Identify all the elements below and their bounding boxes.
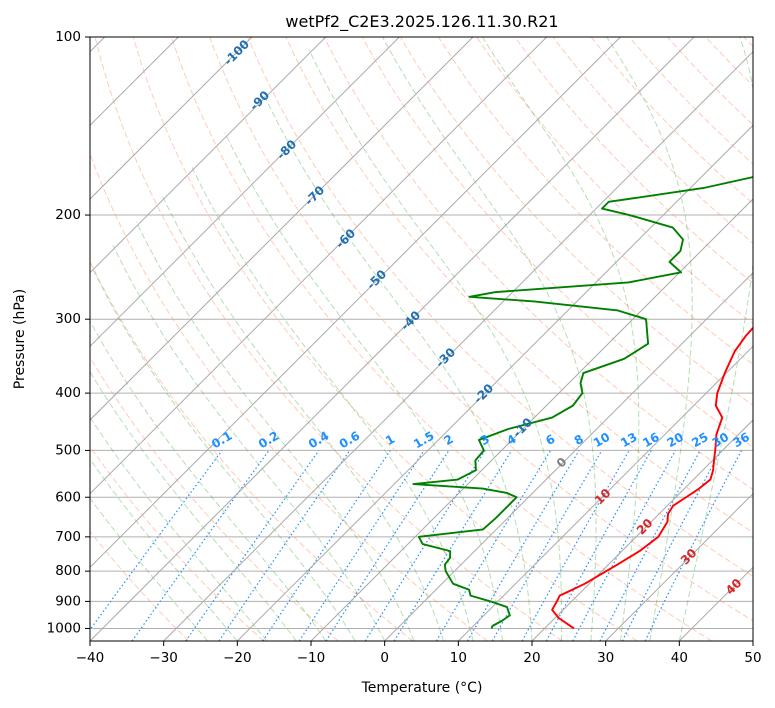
moist-adiabat-line — [90, 320, 327, 641]
axis-ticks: −40 −30 −20 −10 0 10 20 30 40 50 1000 900 800 700 600 5… — [47, 29, 762, 666]
x-tick-label: −40 — [76, 650, 105, 666]
isotherm-line — [457, 345, 753, 641]
moist-adiabat-line — [678, 37, 753, 641]
dewpoint-profile-line — [412, 176, 753, 629]
dry-adiabat-line — [438, 37, 753, 365]
y-tick-label: 600 — [55, 489, 81, 505]
mixing-ratio-line — [262, 450, 391, 641]
temperature-profile-line — [551, 326, 753, 630]
y-tick-label: 300 — [55, 311, 81, 327]
mixing-ratio-line — [393, 450, 513, 641]
y-tick-label: 800 — [55, 563, 81, 579]
profile-series — [412, 176, 753, 630]
mixing-ratio-line — [218, 450, 351, 641]
isotherm-line — [531, 419, 753, 641]
dry-adiabat-line — [90, 356, 339, 641]
y-tick-label: 700 — [55, 529, 81, 545]
mixing-ratio-line — [572, 450, 677, 641]
mixing-ratio-line — [621, 450, 722, 641]
moist-adiabat-line — [481, 37, 640, 641]
dry-adiabat-line — [90, 530, 190, 641]
moist-adiabat-line — [135, 221, 415, 641]
moist-adiabat-line — [161, 194, 445, 641]
moist-adiabats — [90, 37, 753, 641]
moist-adiabat-line — [90, 497, 209, 641]
x-tick-label: 0 — [380, 650, 389, 666]
isotherm-line — [384, 271, 753, 641]
x-axis-label: Temperature (°C) — [361, 680, 483, 696]
moist-adiabat-line — [382, 37, 597, 641]
y-tick-label: 1000 — [47, 620, 81, 636]
isotherm-line — [310, 198, 753, 641]
x-tick-label: −20 — [223, 650, 252, 666]
x-tick-label: 10 — [450, 650, 467, 666]
y-tick-label: 200 — [55, 207, 81, 223]
dry-adiabat-line — [94, 37, 563, 641]
x-tick-label: −10 — [297, 650, 326, 666]
moist-adiabat-line — [90, 416, 268, 641]
isotherm-line — [90, 37, 548, 495]
isotherm-line — [236, 124, 753, 641]
isotherm-line — [90, 37, 695, 641]
x-tick-label: 30 — [597, 650, 614, 666]
moist-adiabat-line — [190, 165, 474, 641]
dry-adiabat-line — [90, 445, 264, 641]
dry-adiabat-line — [209, 37, 753, 622]
mixing-ratio-line — [185, 450, 320, 641]
isotherm-line — [605, 492, 753, 641]
y-tick-label: 400 — [55, 385, 81, 401]
moist-adiabat-line — [90, 458, 238, 641]
pressure-grid — [90, 37, 753, 629]
mixing-ratio-line — [325, 450, 450, 641]
mixing-ratio-line — [644, 450, 743, 641]
isotherm-line — [90, 37, 253, 200]
chart-title: wetPf2_C2E3.2025.126.11.30.R21 — [285, 12, 558, 32]
dry-adiabat-line — [399, 37, 753, 407]
y-axis-label: Pressure (hPa) — [12, 289, 28, 389]
mixing-ratio-lines — [90, 450, 743, 641]
plot-background — [90, 37, 753, 641]
isotherm-line — [90, 37, 474, 421]
x-tick-label: 20 — [523, 650, 540, 666]
moist-adiabat-line — [606, 37, 693, 641]
isotherm-line — [90, 37, 400, 348]
y-tick-label: 900 — [55, 593, 81, 609]
mixing-ratio-line — [298, 450, 425, 641]
dry-adiabat-line — [90, 152, 488, 641]
moist-adiabat-line — [224, 132, 504, 641]
mixing-ratio-line — [521, 450, 630, 641]
moist-adiabat-line — [112, 245, 386, 641]
moist-adiabat-line — [263, 94, 533, 641]
isotherm-line — [90, 37, 621, 569]
isotherm-line — [90, 37, 327, 274]
plot-frame — [89, 36, 754, 642]
moist-adiabat-line — [91, 266, 356, 641]
isotherm-line — [163, 50, 753, 641]
mixing-ratio-line — [545, 450, 652, 641]
y-tick-label: 500 — [55, 442, 81, 458]
mixing-ratio-line — [90, 450, 223, 631]
dry-adiabat-line — [247, 37, 753, 577]
x-tick-label: 50 — [744, 650, 761, 666]
moist-adiabat-line — [308, 49, 563, 641]
x-tick-label: −30 — [149, 650, 178, 666]
isotherms — [90, 37, 753, 641]
dry-adiabat-line — [514, 37, 753, 284]
x-tick-label: 40 — [671, 650, 688, 666]
y-tick-label: 100 — [55, 29, 81, 45]
